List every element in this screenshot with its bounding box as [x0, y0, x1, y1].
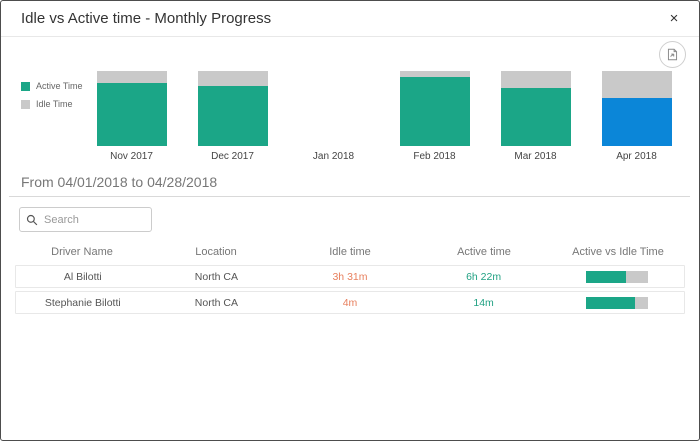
month-label: Apr 2018 [616, 151, 657, 162]
active-time-cell: 14m [473, 296, 494, 309]
bar-slot: Apr 2018 [586, 71, 687, 163]
search-icon [26, 214, 38, 225]
active-time-swatch [21, 81, 30, 91]
legend-label: Idle Time [36, 99, 73, 109]
driver-name-cell: Stephanie Bilotti [44, 296, 121, 309]
month-label: Jan 2018 [312, 151, 355, 162]
col-header-location: Location [195, 245, 237, 258]
search-input[interactable] [44, 213, 145, 226]
close-icon[interactable]: × [663, 8, 685, 30]
table-row[interactable]: Stephanie Bilotti North CA 4m 14m [15, 291, 685, 314]
idle-time-swatch [21, 99, 30, 109]
location-cell: North CA [194, 296, 238, 309]
bar-slot: Mar 2018 [485, 71, 586, 163]
stacked-bar-dec-2017[interactable] [197, 71, 268, 146]
idle-time-cell: 3h 31m [332, 270, 368, 283]
month-label: Dec 2017 [211, 151, 254, 162]
monthly-progress-chart: Nov 2017 Dec 2017 Jan 2018 Feb 2018 Mar … [81, 71, 687, 163]
search-box[interactable] [19, 207, 152, 232]
page-title: Idle vs Active time - Monthly Progress [21, 10, 272, 27]
col-header-active-time: Active time [457, 245, 511, 258]
table-header-row: Driver Name Location Idle time Active ti… [15, 241, 685, 262]
export-report-icon [667, 48, 678, 61]
divider [9, 196, 690, 197]
bar-slot: Feb 2018 [384, 71, 485, 163]
table-row[interactable]: Al Bilotti North CA 3h 31m 6h 22m [15, 265, 685, 288]
active-time-cell: 6h 22m [466, 270, 502, 283]
legend-item-active[interactable]: Active Time [21, 81, 83, 91]
modal-header: Idle vs Active time - Monthly Progress × [1, 1, 699, 37]
stacked-bar-mar-2018[interactable] [500, 71, 571, 146]
col-header-driver-name: Driver Name [51, 245, 113, 258]
month-label: Feb 2018 [413, 151, 456, 162]
chart-legend: Active Time Idle Time [21, 81, 83, 117]
legend-label: Active Time [36, 81, 83, 91]
active-vs-idle-cell [550, 270, 684, 283]
active-vs-idle-cell [550, 296, 684, 309]
stacked-bar-feb-2018[interactable] [399, 71, 470, 146]
month-label: Mar 2018 [514, 151, 557, 162]
legend-item-idle[interactable]: Idle Time [21, 99, 81, 109]
export-report-button[interactable] [659, 41, 686, 68]
bar-slot: Jan 2018 [283, 71, 384, 163]
month-label: Nov 2017 [110, 151, 153, 162]
period-label: From 04/01/2018 to 04/28/2018 [21, 174, 218, 190]
col-header-idle-time: Idle time [329, 245, 371, 258]
active-vs-idle-bar [586, 296, 649, 309]
idle-time-cell: 4m [342, 296, 358, 309]
bar-slot: Nov 2017 [81, 71, 182, 163]
period-section: From 04/01/2018 to 04/28/2018 [1, 174, 699, 197]
driver-name-cell: Al Bilotti [63, 270, 102, 283]
location-cell: North CA [194, 270, 238, 283]
bar-slot: Dec 2017 [182, 71, 283, 163]
stacked-bar-apr-2018-selected[interactable] [601, 71, 672, 146]
stacked-bar-nov-2017[interactable] [96, 71, 167, 146]
drivers-table: Driver Name Location Idle time Active ti… [15, 241, 685, 314]
col-header-active-vs-idle: Active vs Idle Time [572, 245, 664, 258]
active-vs-idle-bar [586, 270, 649, 283]
